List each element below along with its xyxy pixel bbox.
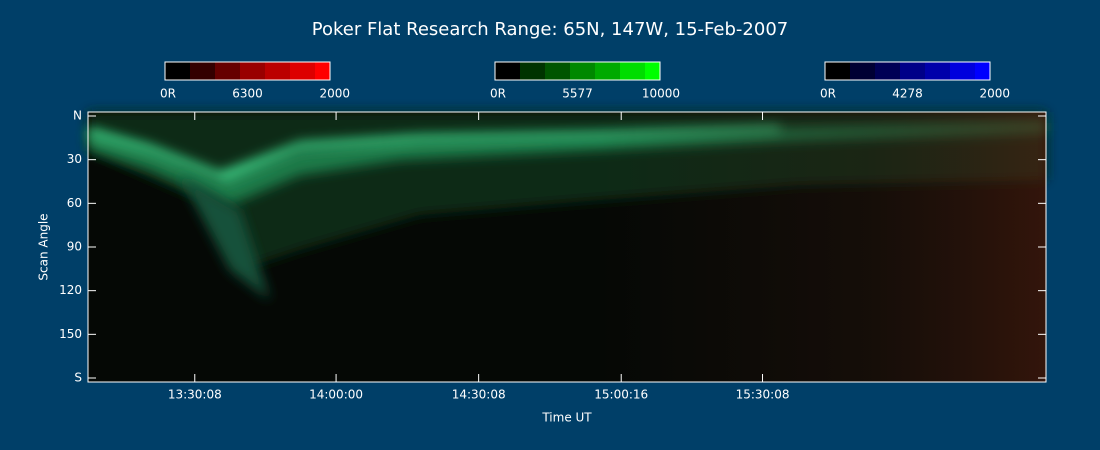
colorbar-label: 0R <box>490 87 506 101</box>
chart-title: Poker Flat Research Range: 65N, 147W, 15… <box>312 19 788 40</box>
colorbar-frame <box>164 61 331 81</box>
colorbar-swatch <box>520 62 545 80</box>
colorbar-swatch <box>290 62 315 80</box>
colorbar-swatch <box>215 62 240 80</box>
y-tick-label: 150 <box>59 327 82 341</box>
x-tick-label: 15:30:08 <box>736 388 790 402</box>
colorbar-label: 2000 <box>319 87 350 101</box>
colorbar-swatch <box>240 62 265 80</box>
colorbar-swatch <box>850 62 875 80</box>
colorbar-swatch <box>265 62 290 80</box>
colorbar-swatch <box>950 62 975 80</box>
y-tick-label: 30 <box>67 152 82 166</box>
colorbar-label: 10000 <box>642 87 680 101</box>
colorbar-swatch <box>875 62 900 80</box>
colorbar-swatch <box>900 62 925 80</box>
colorbar-frame <box>824 61 991 81</box>
colorbar-swatch <box>165 62 190 80</box>
colorbar-label: 5577 <box>562 87 593 101</box>
colorbar-swatch <box>825 62 850 80</box>
colorbar-label: 6300 <box>232 87 263 101</box>
x-axis-label: Time UT <box>541 411 592 425</box>
colorbar-label: 2000 <box>979 87 1010 101</box>
colorbar-swatch <box>570 62 595 80</box>
colorbar-swatch <box>975 62 990 80</box>
x-tick-label: 15:00:16 <box>594 388 648 402</box>
y-tick-label: 120 <box>59 283 82 297</box>
y-tick-label: S <box>74 371 82 385</box>
x-tick-label: 14:00:00 <box>309 388 363 402</box>
y-tick-label: N <box>73 109 82 123</box>
colorbar-swatch <box>595 62 620 80</box>
y-tick-label: 90 <box>67 240 82 254</box>
keogram-image <box>87 111 1047 383</box>
colorbar-frame <box>494 61 661 81</box>
colorbar-swatch <box>315 62 330 80</box>
colorbar-swatch <box>925 62 950 80</box>
x-tick-label: 14:30:08 <box>452 388 506 402</box>
y-axis-label: Scan Angle <box>37 213 51 280</box>
x-tick-label: 13:30:08 <box>168 388 222 402</box>
colorbar-label: 4278 <box>892 87 923 101</box>
y-tick-label: 60 <box>67 196 82 210</box>
colorbar-swatch <box>545 62 570 80</box>
colorbar-swatch <box>645 62 660 80</box>
colorbar-swatch <box>620 62 645 80</box>
colorbar-swatch <box>190 62 215 80</box>
colorbar-label: 0R <box>820 87 836 101</box>
colorbar-label: 0R <box>160 87 176 101</box>
colorbar-swatch <box>495 62 520 80</box>
